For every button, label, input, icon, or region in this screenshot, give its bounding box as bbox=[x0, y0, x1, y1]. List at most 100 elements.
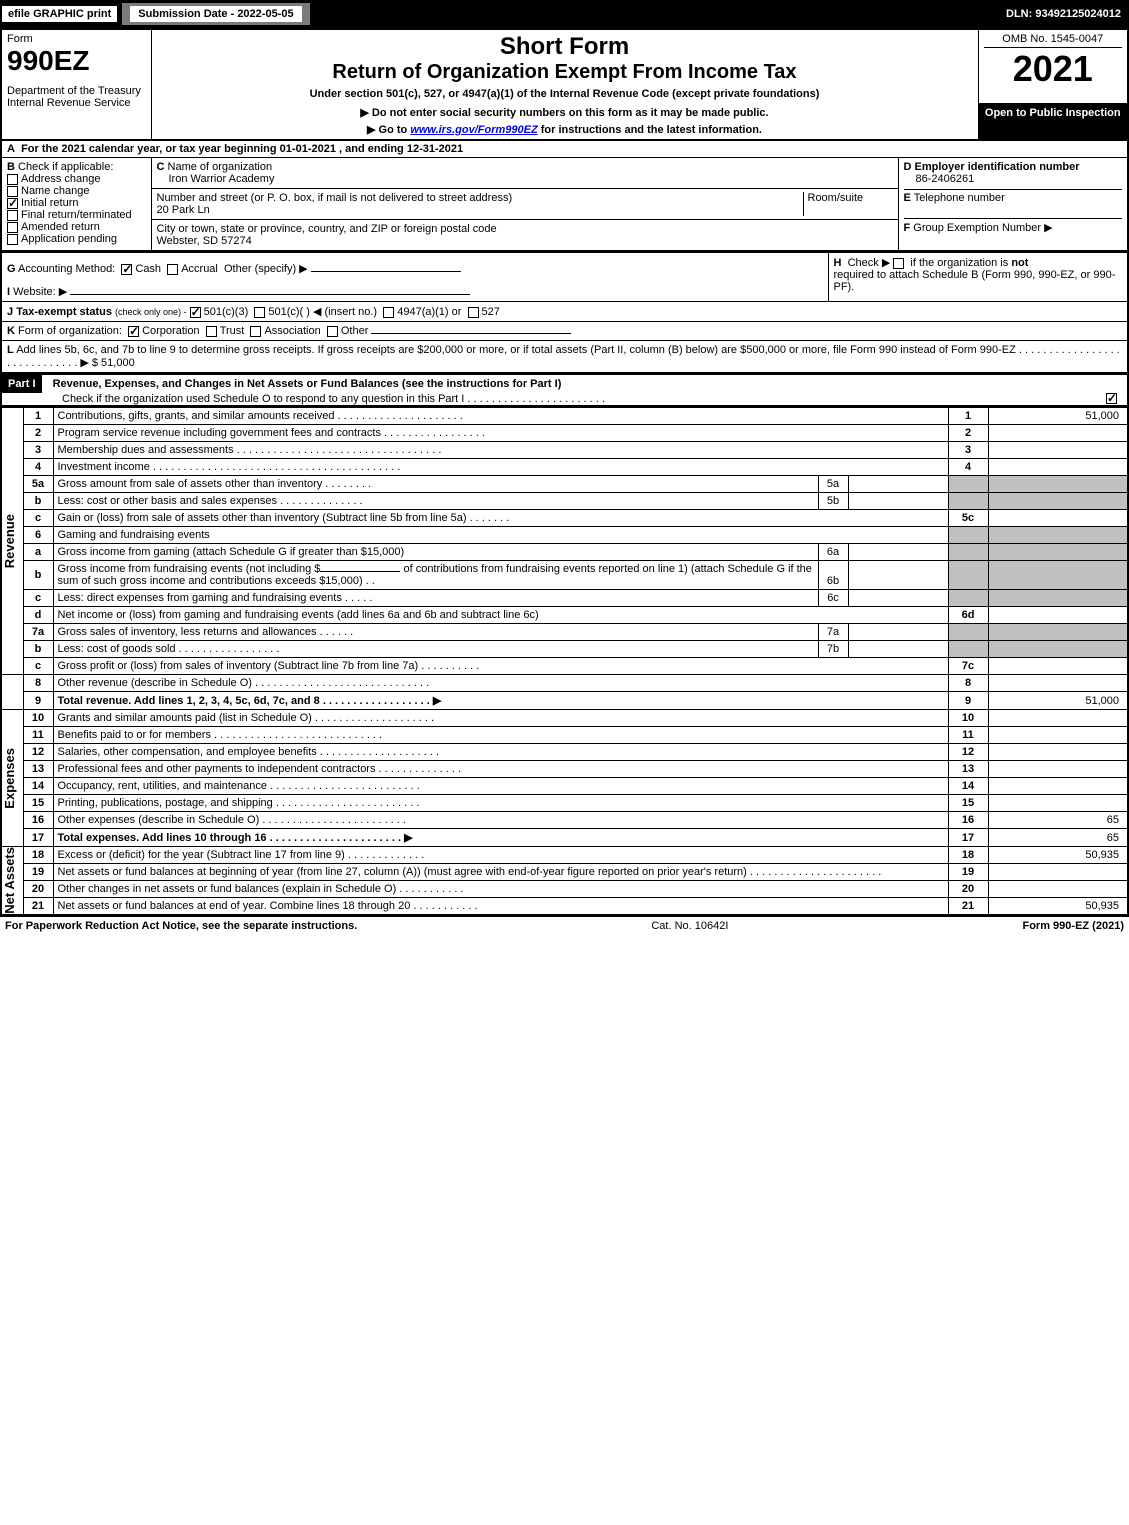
irs-link[interactable]: www.irs.gov/Form990EZ bbox=[410, 124, 537, 136]
line-7c: cGross profit or (loss) from sales of in… bbox=[1, 658, 1128, 675]
section-c-city: City or town, state or province, country… bbox=[151, 220, 898, 252]
b-option: Initial return bbox=[7, 197, 146, 209]
line-3: 3Membership dues and assessments . . . .… bbox=[1, 442, 1128, 459]
k-other-check[interactable] bbox=[327, 326, 338, 337]
k-corp-check[interactable] bbox=[128, 326, 139, 337]
efile-label[interactable]: efile GRAPHIC print bbox=[2, 6, 117, 22]
line-1: Revenue 1 Contributions, gifts, grants, … bbox=[1, 408, 1128, 425]
g-accrual-check[interactable] bbox=[167, 264, 178, 275]
k-label: Form of organization: bbox=[18, 325, 122, 337]
line-1-val: 51,000 bbox=[988, 408, 1128, 425]
h-text3: required to attach Schedule B (Form 990,… bbox=[834, 269, 1116, 293]
c-city-label: City or town, state or province, country… bbox=[157, 223, 497, 235]
line-6: 6Gaming and fundraising events bbox=[1, 527, 1128, 544]
b-option-label: Address change bbox=[21, 173, 101, 185]
section-d-e-f: D Employer identification number 86-2406… bbox=[898, 158, 1128, 252]
j-527-check[interactable] bbox=[468, 307, 479, 318]
instructions-cell: ▶ Do not enter social security numbers o… bbox=[151, 103, 978, 140]
line-5c: cGain or (loss) from sale of assets othe… bbox=[1, 510, 1128, 527]
line-15: 15Printing, publications, postage, and s… bbox=[1, 795, 1128, 812]
j-o2: 501(c)( ) bbox=[268, 306, 310, 318]
b-checkbox[interactable] bbox=[7, 210, 18, 221]
j-o1: 501(c)(3) bbox=[204, 306, 249, 318]
k-trust-check[interactable] bbox=[206, 326, 217, 337]
title-cell: Short Form Return of Organization Exempt… bbox=[151, 29, 978, 103]
omb-year-cell: OMB No. 1545-0047 2021 bbox=[978, 29, 1128, 103]
line-14: 14Occupancy, rent, utilities, and mainte… bbox=[1, 778, 1128, 795]
b-checkbox[interactable] bbox=[7, 174, 18, 185]
k-o1: Corporation bbox=[142, 325, 199, 337]
line-12: 12Salaries, other compensation, and empl… bbox=[1, 744, 1128, 761]
b-checkbox[interactable] bbox=[7, 234, 18, 245]
line-5a: 5aGross amount from sale of assets other… bbox=[1, 476, 1128, 493]
j-501c3-check[interactable] bbox=[190, 307, 201, 318]
b-option-label: Application pending bbox=[21, 233, 117, 245]
part1-check-o[interactable] bbox=[1106, 393, 1117, 404]
b-checkbox[interactable] bbox=[7, 222, 18, 233]
line-6b: bGross income from fundraising events (n… bbox=[1, 561, 1128, 590]
form-number: 990EZ bbox=[7, 45, 146, 77]
section-l: L Add lines 5b, 6c, and 7b to line 9 to … bbox=[1, 341, 1128, 374]
j-o3: 4947(a)(1) or bbox=[397, 306, 461, 318]
website-line[interactable] bbox=[70, 294, 470, 295]
b-option-label: Final return/terminated bbox=[21, 209, 132, 221]
section-j: J Tax-exempt status (check only one) - 5… bbox=[1, 302, 1128, 322]
k-o2: Trust bbox=[220, 325, 245, 337]
g-to-l-block: G Accounting Method: Cash Accrual Other … bbox=[0, 252, 1129, 374]
line-5b: bLess: cost or other basis and sales exp… bbox=[1, 493, 1128, 510]
part1-check-o-text: Check if the organization used Schedule … bbox=[62, 393, 605, 405]
line-18: Net Assets 18Excess or (deficit) for the… bbox=[1, 847, 1128, 864]
b-checkbox[interactable] bbox=[7, 198, 18, 209]
section-c-addr: Number and street (or P. O. box, if mail… bbox=[151, 189, 898, 220]
l-text: Add lines 5b, 6c, and 7b to line 9 to de… bbox=[7, 344, 1120, 369]
line-2: 2Program service revenue including gover… bbox=[1, 425, 1128, 442]
j-o4: 527 bbox=[482, 306, 500, 318]
k-o4: Other bbox=[341, 325, 369, 337]
submission-date-box: Submission Date - 2022-05-05 bbox=[121, 2, 310, 26]
footer-mid: Cat. No. 10642I bbox=[651, 920, 728, 932]
l-value: $ 51,000 bbox=[92, 357, 135, 369]
line-6c: cLess: direct expenses from gaming and f… bbox=[1, 590, 1128, 607]
d-label: Employer identification number bbox=[915, 161, 1080, 173]
k-other-line[interactable] bbox=[371, 333, 571, 334]
c-name-label: Name of organization bbox=[168, 161, 273, 173]
b-option: Application pending bbox=[7, 233, 146, 245]
footer-right: Form 990-EZ (2021) bbox=[1022, 920, 1124, 932]
open-to-public: Open to Public Inspection bbox=[978, 103, 1128, 140]
form-id-cell: Form 990EZ Department of the Treasury In… bbox=[1, 29, 151, 140]
g-accrual: Accrual bbox=[181, 263, 218, 275]
line-4: 4Investment income . . . . . . . . . . .… bbox=[1, 459, 1128, 476]
b-option-label: Name change bbox=[21, 185, 90, 197]
line-7b: bLess: cost of goods sold . . . . . . . … bbox=[1, 641, 1128, 658]
j-label: Tax-exempt status bbox=[16, 306, 112, 318]
ein-value: 86-2406261 bbox=[904, 173, 1123, 185]
lines-table: Revenue 1 Contributions, gifts, grants, … bbox=[0, 407, 1129, 916]
section-a-text: For the 2021 calendar year, or tax year … bbox=[21, 143, 463, 155]
line-19: 19Net assets or fund balances at beginni… bbox=[1, 864, 1128, 881]
line-11: 11Benefits paid to or for members . . . … bbox=[1, 727, 1128, 744]
g-other-line[interactable] bbox=[311, 271, 461, 272]
line-1-desc: Contributions, gifts, grants, and simila… bbox=[53, 408, 948, 425]
i-label: Website: ▶ bbox=[13, 286, 67, 298]
h-check[interactable] bbox=[893, 258, 904, 269]
g-cash-check[interactable] bbox=[121, 264, 132, 275]
k-o3: Association bbox=[264, 325, 320, 337]
k-assoc-check[interactable] bbox=[250, 326, 261, 337]
line-1-nc: 1 bbox=[948, 408, 988, 425]
b-option-label: Amended return bbox=[21, 221, 100, 233]
j-501c-check[interactable] bbox=[254, 307, 265, 318]
section-k: K Form of organization: Corporation Trus… bbox=[1, 322, 1128, 341]
org-address: 20 Park Ln bbox=[157, 204, 210, 216]
form-header: Form 990EZ Department of the Treasury In… bbox=[0, 28, 1129, 141]
b-option: Name change bbox=[7, 185, 146, 197]
line-13: 13Professional fees and other payments t… bbox=[1, 761, 1128, 778]
line-21: 21Net assets or fund balances at end of … bbox=[1, 898, 1128, 916]
dln: DLN: 93492125024012 bbox=[1000, 6, 1127, 22]
part1-label: Part I bbox=[2, 375, 42, 393]
line-20: 20Other changes in net assets or fund ba… bbox=[1, 881, 1128, 898]
dept-treasury: Department of the Treasury Internal Reve… bbox=[7, 85, 146, 109]
under-section: Under section 501(c), 527, or 4947(a)(1)… bbox=[157, 88, 973, 100]
g-other: Other (specify) ▶ bbox=[224, 263, 308, 275]
j-4947-check[interactable] bbox=[383, 307, 394, 318]
form-word: Form bbox=[7, 33, 146, 45]
